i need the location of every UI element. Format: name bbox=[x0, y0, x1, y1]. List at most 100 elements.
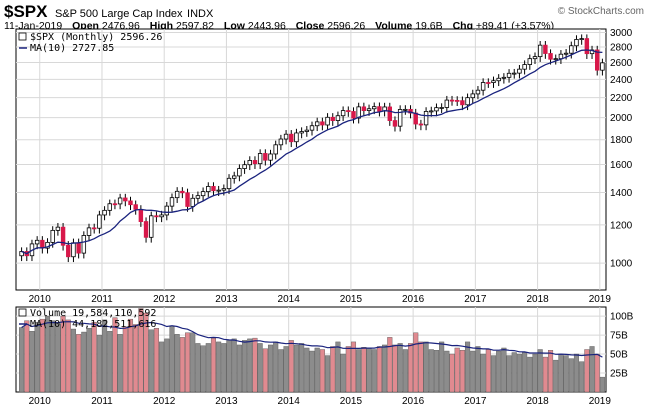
volume-bar bbox=[392, 344, 398, 393]
volume-bar bbox=[283, 346, 289, 393]
volume-bar bbox=[205, 343, 211, 393]
volume-bar bbox=[138, 308, 144, 393]
price-y-tick-label: 2200 bbox=[610, 93, 633, 104]
volume-bar bbox=[371, 349, 377, 393]
candle-body bbox=[45, 241, 50, 249]
volume-bar bbox=[200, 345, 206, 393]
candle-body bbox=[128, 200, 133, 206]
volume-bar bbox=[356, 349, 362, 393]
exchange: INDX bbox=[187, 8, 214, 20]
price-x-tick-label: 2010 bbox=[29, 294, 52, 305]
volume-bar bbox=[127, 318, 134, 393]
candle-body bbox=[97, 214, 102, 229]
candle-body bbox=[460, 100, 465, 106]
candle-body bbox=[242, 164, 247, 169]
volume-bar bbox=[60, 315, 66, 393]
candle-body bbox=[195, 195, 201, 199]
price-x-tick-label: 2017 bbox=[464, 294, 487, 305]
candle-body bbox=[278, 138, 284, 146]
volume-bar bbox=[50, 320, 56, 393]
price-x-tick-label: 2018 bbox=[526, 294, 549, 305]
volume-bar bbox=[179, 337, 185, 393]
price-panel bbox=[15, 28, 607, 291]
volume-bar bbox=[117, 334, 123, 393]
volume-bar bbox=[496, 350, 502, 393]
candle-body bbox=[444, 99, 450, 108]
price-y-tick-label: 3000 bbox=[610, 28, 633, 39]
candle-body bbox=[569, 45, 574, 54]
price-y-tick-label: 2800 bbox=[610, 42, 633, 53]
volume-bar bbox=[568, 358, 574, 393]
volume-bar bbox=[454, 347, 460, 393]
volume-bar bbox=[418, 341, 424, 393]
volume-bar bbox=[361, 347, 367, 393]
candle-body bbox=[543, 44, 548, 54]
candle-body bbox=[226, 177, 232, 190]
brand-watermark: © StockCharts.com bbox=[557, 6, 644, 17]
volume-x-tick-label: 2012 bbox=[153, 396, 176, 407]
legend-volume-ma: MA(10) 44,182,511,616 bbox=[19, 319, 156, 330]
volume-bar bbox=[387, 337, 393, 393]
candle-body bbox=[491, 80, 496, 83]
candle-body bbox=[527, 58, 533, 65]
volume-bar bbox=[195, 343, 201, 393]
index-name: S&P 500 Large Cap Index bbox=[54, 8, 183, 20]
candle-body bbox=[413, 112, 418, 125]
volume-bar bbox=[133, 324, 139, 393]
candle-body bbox=[366, 108, 372, 111]
candle-body bbox=[112, 203, 118, 206]
candle-body bbox=[351, 111, 356, 119]
candle-body bbox=[34, 239, 40, 245]
volume-bar bbox=[470, 350, 476, 393]
volume-bar bbox=[511, 352, 517, 393]
volume-bar bbox=[24, 320, 30, 393]
legend-price: $SPX (Monthly) 2596.26 bbox=[18, 32, 162, 43]
volume-bar bbox=[257, 343, 263, 393]
volume-bar bbox=[594, 353, 600, 393]
volume-bar bbox=[39, 318, 45, 393]
candle-body bbox=[372, 106, 377, 110]
candle-body bbox=[190, 197, 195, 207]
volume-bar bbox=[439, 341, 445, 393]
volume-x-tick-label: 2014 bbox=[278, 396, 301, 407]
price-x-tick-label: 2015 bbox=[340, 294, 363, 305]
volume-bar bbox=[589, 346, 595, 393]
volume-bar bbox=[34, 321, 40, 393]
price-x-tick-label: 2019 bbox=[589, 294, 612, 305]
volume-bar bbox=[428, 349, 434, 393]
candle-body bbox=[600, 62, 605, 71]
volume-y-tick-label: 100B bbox=[610, 312, 634, 323]
candle-body bbox=[159, 214, 164, 218]
candle-body bbox=[548, 53, 553, 60]
candle-body bbox=[102, 209, 107, 216]
candle-body bbox=[532, 56, 538, 60]
volume-bar bbox=[112, 317, 118, 393]
candle-body bbox=[346, 110, 351, 112]
price-y-tick-label: 2400 bbox=[610, 75, 633, 86]
price-x-tick-label: 2013 bbox=[215, 294, 238, 305]
candle-body bbox=[574, 39, 579, 47]
volume-bar bbox=[558, 353, 564, 393]
candle-body bbox=[553, 58, 558, 61]
candle-body bbox=[133, 204, 138, 210]
candle-body bbox=[221, 188, 227, 191]
volume-bar bbox=[304, 347, 310, 393]
price-y-tick-label: 1000 bbox=[610, 259, 633, 270]
volume-bar bbox=[407, 343, 414, 393]
volume-bar bbox=[107, 331, 113, 393]
volume-bar bbox=[522, 352, 528, 393]
candle-body bbox=[429, 110, 434, 113]
candle-body bbox=[50, 229, 55, 243]
volume-bar bbox=[444, 350, 450, 393]
volume-bar bbox=[216, 341, 222, 393]
volume-bar bbox=[366, 347, 372, 393]
volume-bar bbox=[102, 319, 108, 393]
candle-body bbox=[247, 160, 252, 166]
candle-body bbox=[283, 133, 289, 140]
volume-bar bbox=[584, 349, 590, 393]
title-row: $SPX S&P 500 Large Cap Index INDX bbox=[4, 2, 213, 22]
volume-bar bbox=[465, 341, 471, 393]
candle-body bbox=[71, 242, 76, 258]
volume-bar bbox=[506, 355, 512, 393]
volume-bar bbox=[81, 331, 87, 393]
